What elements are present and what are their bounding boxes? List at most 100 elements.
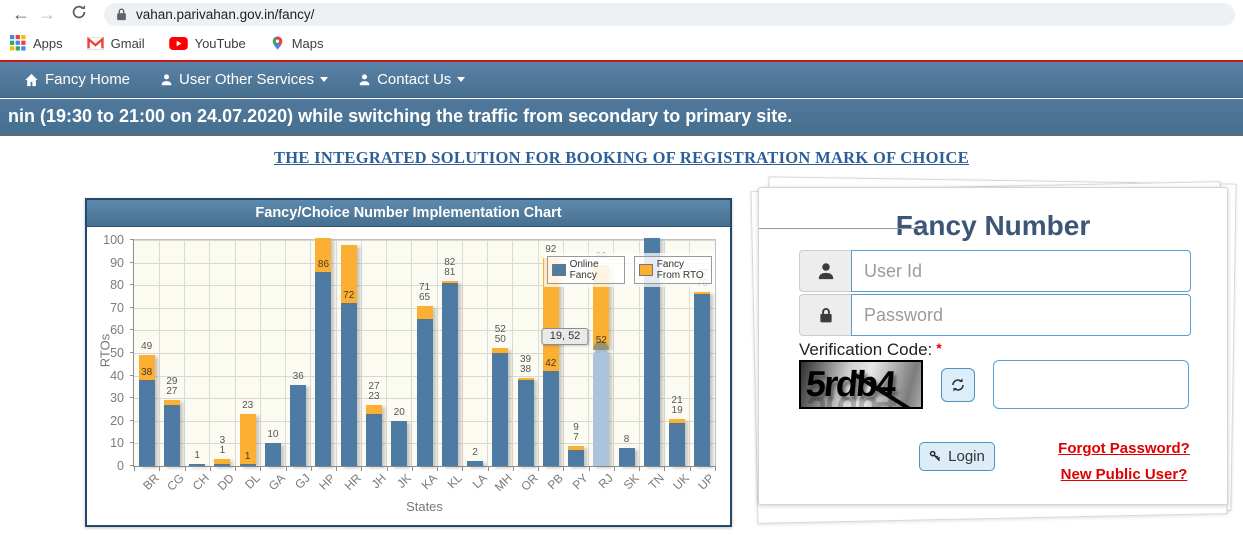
captcha-text: 5rdb4 [804, 363, 896, 404]
login-button[interactable]: Login [919, 442, 995, 471]
browser-back-button[interactable]: ← [12, 4, 30, 24]
gridline-v [663, 240, 665, 466]
bar-TN-online-fancy[interactable] [643, 238, 660, 466]
bar-OR-online-fancy[interactable] [517, 380, 534, 466]
bar-CH-online-fancy[interactable] [189, 463, 206, 466]
bar-UP-fancy-from-rto[interactable] [694, 292, 711, 295]
bar-MH-fancy-from-rto[interactable] [492, 348, 509, 353]
apps-grid-icon [10, 35, 26, 51]
bar-value-label: 2 [472, 447, 478, 459]
gridline-v [487, 240, 489, 466]
bar-value-label: 65 [418, 291, 431, 303]
notice-text: nin (19:30 to 21:00 on 24.07.2020) while… [8, 105, 793, 126]
bar-value-label: 21 [671, 394, 683, 406]
x-tick-mark [639, 466, 641, 471]
legend-label: Fancy From RTO [656, 259, 704, 282]
bar-UP-online-fancy[interactable] [694, 294, 711, 466]
x-axis-label: JK [394, 471, 415, 491]
password-input[interactable] [851, 294, 1191, 336]
bar-CG-online-fancy[interactable] [163, 404, 180, 466]
nav-item-label: Contact Us [377, 71, 452, 88]
bar-GA-online-fancy[interactable] [264, 443, 281, 466]
bar-MH-online-fancy[interactable] [492, 353, 509, 466]
bar-BR-online-fancy[interactable] [138, 380, 155, 466]
bar-LA-online-fancy[interactable] [467, 461, 484, 466]
bar-value-label: 1 [244, 450, 251, 462]
new-public-user-link[interactable]: New Public User? [1060, 466, 1188, 483]
browser-forward-button[interactable]: → [38, 4, 56, 24]
x-axis-label: GJ [292, 471, 314, 492]
y-tick-mark [130, 374, 134, 376]
y-tick-label: 30 [110, 391, 124, 406]
bar-OR-fancy-from-rto[interactable] [517, 377, 534, 381]
bar-KA-fancy-from-rto[interactable] [416, 305, 433, 320]
gridline-v [436, 240, 438, 466]
bar-CG-fancy-from-rto[interactable] [163, 400, 180, 405]
bar-JH-fancy-from-rto[interactable] [365, 405, 382, 415]
bar-UK-online-fancy[interactable] [669, 423, 686, 466]
y-tick-mark [130, 239, 134, 240]
x-axis-label: BR [139, 471, 162, 493]
bookmark-youtube[interactable]: YouTube [168, 36, 246, 51]
lock-icon [799, 294, 851, 336]
x-axis-label: CG [164, 471, 187, 494]
bookmark-apps[interactable]: Apps [10, 35, 63, 51]
bar-value-label: 8 [623, 433, 630, 445]
x-tick-mark [336, 466, 338, 471]
bar-value-label: 1 [219, 445, 226, 457]
bookmarks-bar: Apps Gmail YouTube Maps [0, 28, 1243, 58]
bar-KA-online-fancy[interactable] [416, 319, 433, 466]
bar-SK-online-fancy[interactable] [618, 447, 635, 466]
bar-PB-online-fancy[interactable] [542, 371, 559, 466]
nav-user-other-services[interactable]: User Other Services [160, 71, 329, 88]
bar-BR-fancy-from-rto[interactable] [138, 355, 155, 381]
gridline-v [335, 240, 337, 466]
nav-fancy-home[interactable]: Fancy Home [24, 71, 130, 88]
bar-JK-online-fancy[interactable] [391, 420, 408, 466]
browser-reload-icon[interactable] [66, 1, 92, 27]
gridline-v [613, 240, 615, 466]
bar-HP-fancy-from-rto[interactable] [315, 238, 332, 272]
chevron-down-icon [457, 77, 466, 82]
bar-KL-fancy-from-rto[interactable] [441, 280, 458, 283]
bar-value-label: 20 [393, 406, 405, 418]
chart-panel: Fancy/Choice Number Implementation Chart… [85, 198, 732, 527]
gridline-v [285, 240, 287, 466]
youtube-icon [168, 36, 188, 50]
bar-HP-online-fancy[interactable] [315, 271, 332, 466]
bar-HR-online-fancy[interactable] [340, 303, 357, 466]
forgot-password-link[interactable]: Forgot Password? [1058, 440, 1190, 457]
bar-DD-online-fancy[interactable] [214, 463, 231, 466]
bar-JH-online-fancy[interactable] [365, 414, 382, 466]
nav-contact-us[interactable]: Contact Us [358, 71, 466, 88]
gridline-v [234, 240, 236, 466]
bar-DL-fancy-from-rto[interactable] [239, 414, 256, 464]
bar-value-label: 38 [519, 363, 532, 375]
gridline-v [537, 240, 539, 466]
user-icon [160, 73, 173, 86]
gridline-v [360, 240, 362, 466]
bar-RJ-online-fancy[interactable] [593, 348, 610, 466]
bookmark-gmail[interactable]: Gmail [86, 36, 145, 51]
address-bar[interactable]: vahan.parivahan.gov.in/fancy/ [104, 2, 1235, 26]
bar-PY-online-fancy[interactable] [568, 450, 585, 466]
captcha-input[interactable] [993, 360, 1189, 409]
bar-value-label: 36 [292, 370, 304, 382]
bar-HR-fancy-from-rto[interactable] [340, 244, 357, 304]
bookmark-maps[interactable]: Maps [270, 35, 323, 51]
bar-RJ-hover-cap [593, 341, 610, 351]
y-tick-mark [130, 397, 134, 399]
bar-KL-online-fancy[interactable] [441, 282, 458, 466]
captcha-refresh-button[interactable] [941, 368, 975, 402]
bar-value-label: 50 [494, 334, 506, 346]
user-id-input[interactable] [851, 250, 1191, 292]
required-mark: * [936, 340, 942, 356]
bar-DL-online-fancy[interactable] [239, 463, 256, 466]
x-tick-mark [235, 466, 237, 471]
bar-GJ-online-fancy[interactable] [290, 384, 307, 466]
bar-value-label: 7 [573, 431, 579, 443]
bar-DD-fancy-from-rto[interactable] [214, 459, 231, 464]
y-tick-label: 10 [110, 436, 124, 451]
bar-PY-fancy-from-rto[interactable] [568, 445, 585, 451]
bar-UK-fancy-from-rto[interactable] [669, 418, 686, 424]
